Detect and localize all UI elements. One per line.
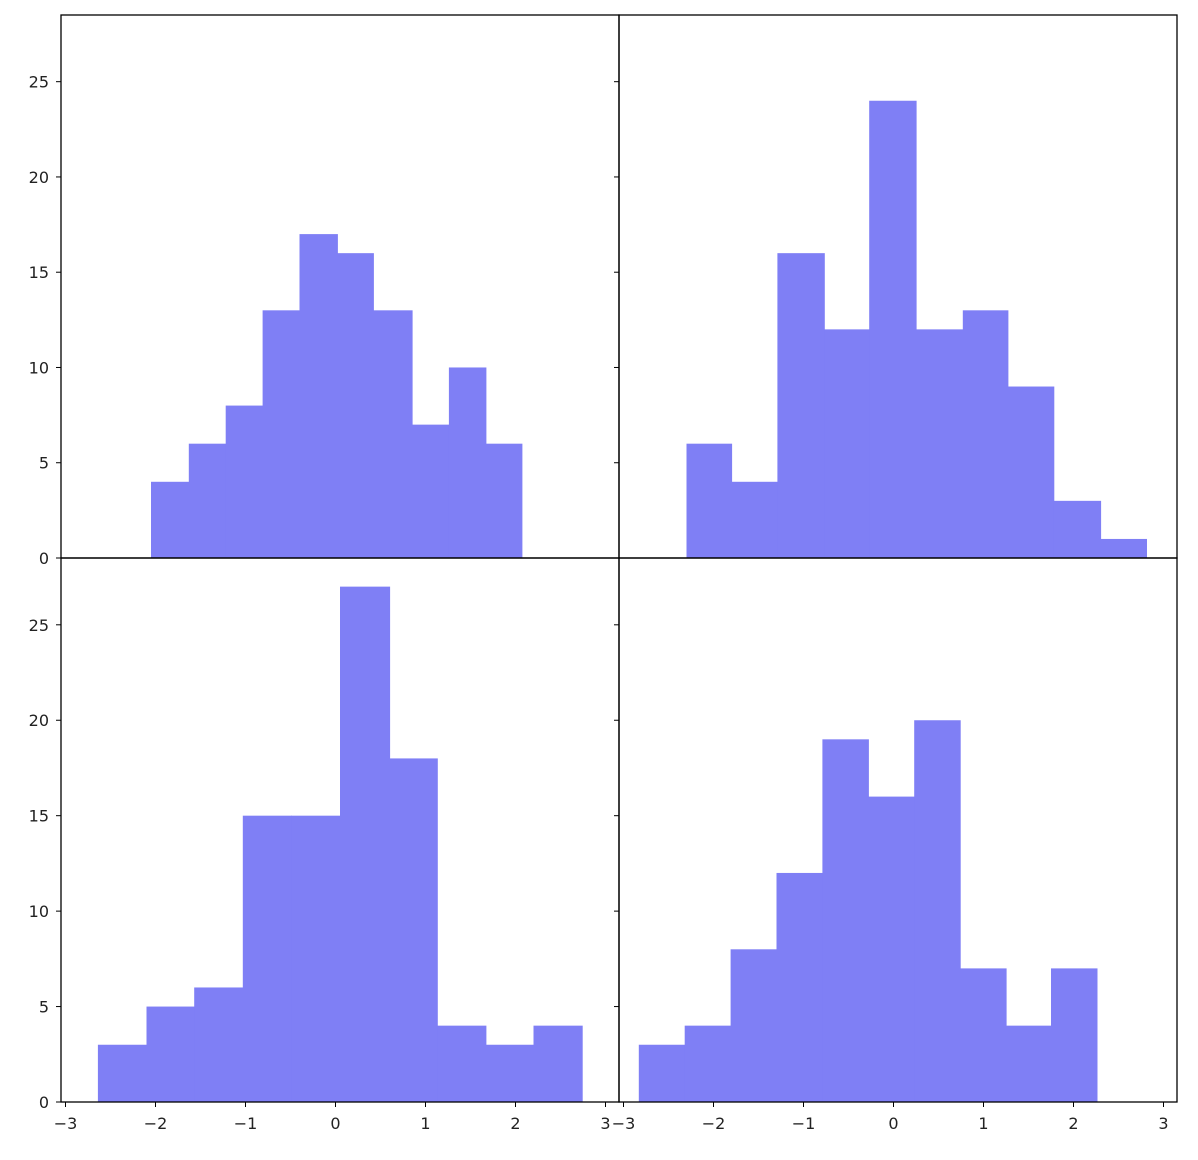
histogram-bar (533, 1025, 583, 1102)
y-tick-label: 5 (39, 998, 49, 1017)
x-tick-label: −3 (612, 1114, 636, 1133)
histogram-bar (960, 968, 1007, 1102)
x-tick-label: 1 (420, 1114, 430, 1133)
histogram-bar (337, 253, 374, 558)
histogram-bar (299, 234, 338, 559)
y-tick-label: 20 (29, 168, 49, 187)
histogram-bar (730, 949, 778, 1102)
axes-frame-bottom-right (618, 557, 1178, 1103)
histogram-bar (437, 1025, 487, 1102)
histogram-bar (291, 815, 341, 1102)
y-tick-label: 15 (29, 807, 49, 826)
histogram-bar (151, 481, 190, 558)
histogram-bar (146, 1006, 195, 1102)
histogram-bar (824, 329, 870, 558)
x-tick-label: 2 (510, 1114, 520, 1133)
histogram-bar (485, 1044, 535, 1102)
histogram-bar (485, 443, 523, 558)
histogram-bar (686, 443, 733, 558)
yticks-top-right (614, 81, 619, 559)
x-tick-label: −3 (54, 1114, 78, 1133)
bars-bottom-left (97, 586, 583, 1102)
bars-top-right (686, 100, 1147, 559)
panel-top-left: 0 5 10 15 20 25 (29, 14, 620, 568)
y-tick-label: 10 (29, 902, 49, 921)
histogram-bar (97, 1044, 148, 1102)
histogram-bar (731, 481, 778, 558)
histogram-bar (916, 329, 964, 558)
x-tick-label: 3 (600, 1114, 610, 1133)
y-tick-label: 25 (29, 616, 49, 635)
yticks-top-left (56, 81, 61, 559)
histogram-bar (1006, 1025, 1052, 1102)
histogram-bar (194, 987, 244, 1102)
yticks-bottom-left (56, 624, 61, 1103)
y-tick-label: 10 (29, 358, 49, 377)
histogram-bar (242, 815, 292, 1102)
histogram-bar (868, 796, 915, 1102)
xticks-bottom-right (623, 1102, 1164, 1107)
x-tick-label: −2 (702, 1114, 726, 1133)
histogram-bar (373, 310, 413, 558)
histogram-bar (340, 586, 391, 1102)
histogram-bar (1100, 538, 1147, 558)
x-tick-label: 1 (978, 1114, 988, 1133)
y-tick-label: 5 (39, 454, 49, 473)
y-tick-label: 25 (29, 73, 49, 92)
histogram-bar (262, 310, 301, 558)
histogram-bar (638, 1044, 686, 1102)
histogram-bar (684, 1025, 732, 1102)
panel-bottom-right: −3 −2 −1 0 1 2 3 (612, 557, 1178, 1133)
histogram-bar (914, 720, 961, 1102)
histogram-bar (822, 739, 869, 1102)
panel-bottom-left: 0 5 10 15 20 25 −3 −2 −1 0 1 2 3 (29, 557, 620, 1133)
histogram-bar (225, 405, 264, 558)
ytick-labels-top-left: 0 5 10 15 20 25 (29, 73, 49, 568)
histogram-bar (776, 872, 823, 1102)
y-tick-label: 15 (29, 263, 49, 282)
x-tick-label: 3 (1158, 1114, 1168, 1133)
x-tick-label: 2 (1068, 1114, 1078, 1133)
histogram-bar (962, 310, 1009, 558)
histogram-bar (412, 424, 450, 558)
x-tick-label: 0 (888, 1114, 898, 1133)
histogram-bar (1007, 386, 1055, 558)
x-tick-label: −2 (144, 1114, 168, 1133)
xticks-bottom-left (65, 1102, 606, 1107)
x-tick-label: −1 (234, 1114, 258, 1133)
xtick-labels-bottom-left: −3 −2 −1 0 1 2 3 (54, 1114, 611, 1133)
histogram-bar (1051, 968, 1098, 1102)
histogram-bar (777, 253, 825, 558)
y-tick-label: 0 (39, 549, 49, 568)
ytick-labels-bottom-left: 0 5 10 15 20 25 (29, 616, 49, 1112)
x-tick-label: −1 (792, 1114, 816, 1133)
histogram-bar (869, 100, 917, 559)
histogram-bar (389, 758, 438, 1102)
bars-top-left (151, 234, 523, 559)
y-tick-label: 0 (39, 1093, 49, 1112)
yticks-bottom-right (614, 624, 619, 1103)
xtick-labels-bottom-right: −3 −2 −1 0 1 2 3 (612, 1114, 1169, 1133)
histogram-bar (448, 367, 487, 558)
y-tick-label: 20 (29, 711, 49, 730)
histogram-bar (188, 443, 227, 558)
bars-bottom-right (638, 720, 1098, 1102)
x-tick-label: 0 (330, 1114, 340, 1133)
histogram-bar (1053, 500, 1102, 558)
